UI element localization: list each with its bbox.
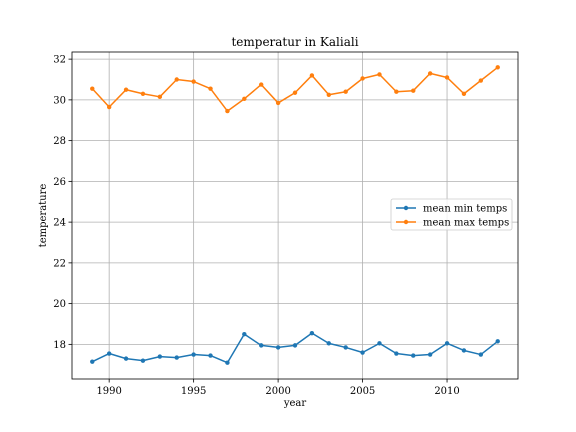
data-point: [444, 341, 450, 346]
data-point: [360, 76, 365, 81]
data-point: [360, 350, 365, 355]
data-point: [242, 331, 247, 337]
data-point: [174, 355, 179, 360]
data-point: [495, 339, 500, 344]
legend-marker: [403, 219, 409, 225]
data-point: [461, 348, 467, 353]
data-point: [326, 92, 331, 97]
y-tick-label: 30: [53, 95, 66, 106]
y-tick-label: 24: [53, 218, 66, 229]
y-tick-label: 28: [53, 136, 66, 147]
data-point: [259, 82, 264, 87]
data-point: [242, 96, 247, 102]
y-tick-label: 18: [53, 340, 66, 351]
data-point: [90, 359, 95, 364]
y-tick-label: 32: [53, 55, 66, 66]
chart-title: temperatur in Kaliali: [231, 35, 358, 49]
x-tick-label: 2000: [265, 386, 290, 397]
data-point: [411, 88, 416, 93]
data-point: [377, 72, 382, 77]
data-point: [106, 104, 112, 110]
data-point: [174, 77, 179, 82]
data-point: [275, 345, 281, 350]
data-point: [259, 343, 264, 348]
data-point: [208, 353, 213, 358]
data-point: [106, 351, 112, 356]
data-point: [427, 71, 433, 76]
data-point: [157, 354, 163, 359]
data-point: [461, 91, 467, 96]
ticks: 1990 1995 2000 2005 2010 18 20 22 24 26 28 30 32: [53, 55, 460, 397]
data-point: [292, 343, 298, 348]
plot-frame: [71, 51, 519, 380]
data-point: [394, 89, 399, 94]
legend-box: [390, 198, 513, 231]
data-point: [140, 358, 146, 363]
data-point: [157, 94, 163, 100]
data-point: [309, 73, 315, 78]
legend-label: mean min temps: [423, 204, 507, 215]
data-point: [326, 341, 331, 346]
data-point: [343, 89, 348, 94]
data-point: [478, 352, 484, 357]
data-point: [123, 356, 129, 361]
x-tick-label: 1990: [96, 386, 121, 397]
data-point: [292, 90, 298, 95]
x-tick-label: 2010: [434, 386, 459, 397]
x-tick-label: 2005: [350, 386, 375, 397]
data-point: [444, 75, 450, 80]
y-tick-label: 26: [53, 177, 66, 188]
data-point: [140, 91, 146, 96]
data-point: [377, 341, 382, 346]
y-tick-label: 20: [53, 299, 66, 310]
legend-label: mean max temps: [423, 218, 509, 229]
data-point: [495, 65, 500, 70]
x-axis-label: year: [283, 398, 307, 409]
data-point: [191, 79, 196, 84]
y-tick-label: 22: [53, 258, 66, 269]
data-point: [225, 108, 230, 114]
data-point: [427, 352, 433, 357]
grid: [72, 52, 518, 379]
data-point: [394, 351, 399, 356]
series-layer: [90, 65, 500, 365]
legend: mean min temps mean max temps: [390, 198, 513, 231]
data-point: [225, 360, 230, 365]
data-point: [90, 86, 95, 91]
x-tick-label: 1995: [181, 386, 206, 397]
data-point: [191, 352, 196, 357]
data-point: [343, 345, 348, 350]
y-axis-label: temperature: [38, 184, 49, 248]
legend-marker: [403, 205, 409, 211]
data-point: [123, 87, 129, 92]
data-point: [275, 100, 281, 106]
data-point: [411, 353, 416, 358]
data-point: [478, 78, 484, 83]
data-point: [208, 86, 213, 91]
data-point: [309, 330, 315, 336]
